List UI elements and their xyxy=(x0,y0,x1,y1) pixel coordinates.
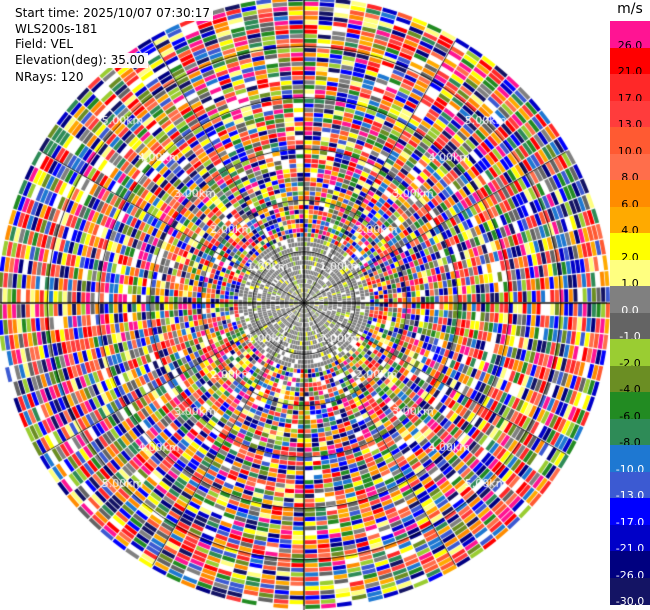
colorbar-tick-label: -26.0 xyxy=(615,568,645,582)
colorbar-tick-label: 0.0 xyxy=(621,303,639,317)
colorbar-tick-label: 2.0 xyxy=(621,250,639,264)
colorbar-cell xyxy=(610,392,650,419)
colorbar-cell xyxy=(610,47,650,75)
colorbar-tick-label: -8.0 xyxy=(619,436,641,449)
colorbar-tick-label: -17.0 xyxy=(615,515,645,529)
colorbar-cell xyxy=(610,524,650,552)
colorbar-tick-label: 10.0 xyxy=(617,144,643,158)
colorbar-tick-label: 13.0 xyxy=(617,118,643,131)
nrays-label: NRays: 120 xyxy=(12,70,87,85)
colorbar-cell xyxy=(610,21,650,48)
colorbar-tick-label: -30.0 xyxy=(615,595,645,608)
colorbar-cell xyxy=(610,100,650,128)
colorbar-tick-label: -10.0 xyxy=(615,462,645,476)
colorbar-tick-label: 17.0 xyxy=(617,91,643,105)
colorbar-tick-label: -13.0 xyxy=(615,489,645,502)
colorbar-cell xyxy=(610,445,650,472)
colorbar-tick-label: -6.0 xyxy=(619,409,641,423)
colorbar-units: m/s xyxy=(617,1,643,17)
colorbar-tick-label: -1.0 xyxy=(619,330,641,343)
colorbar-cell xyxy=(610,551,650,578)
colorbar-tick-label: 1.0 xyxy=(621,277,639,290)
elevation-label: Elevation(deg): 35.00 xyxy=(12,53,148,68)
colorbar-cell xyxy=(610,312,650,340)
velocity-colorbar: 26.0 21.0 17.0 13.0 10.0 8.0 6.0 4.0 2.0 1.0 0.0 -1… xyxy=(610,21,650,608)
site-name-label: WLS200s-181 xyxy=(12,22,101,37)
colorbar-tick-label: -21.0 xyxy=(615,542,645,555)
colorbar-cell xyxy=(610,339,650,366)
colorbar-cell xyxy=(610,418,650,446)
colorbar-cell xyxy=(610,365,650,393)
colorbar-tick-label: 6.0 xyxy=(621,197,639,211)
colorbar-cell xyxy=(610,206,650,234)
colorbar-cell xyxy=(610,577,650,605)
colorbar-cell xyxy=(610,127,650,154)
colorbar-tick-label: -4.0 xyxy=(619,383,641,396)
field-label: Field: VEL xyxy=(12,37,77,52)
colorbar-tick-label: 8.0 xyxy=(621,171,639,184)
start-time-label: Start time: 2025/10/07 07:30:17 xyxy=(12,6,213,21)
radar-ppi-plot xyxy=(0,0,610,610)
colorbar-tick-label: 4.0 xyxy=(621,224,639,237)
colorbar-cell xyxy=(610,286,650,313)
colorbar-tick-label: 21.0 xyxy=(617,65,643,78)
colorbar-cell xyxy=(610,180,650,207)
colorbar-cell xyxy=(610,74,650,101)
colorbar-cell xyxy=(610,471,650,499)
colorbar-cell xyxy=(610,233,650,260)
colorbar-tick-label: -2.0 xyxy=(619,356,641,370)
colorbar-cell xyxy=(610,153,650,181)
colorbar-tick-label: 26.0 xyxy=(617,38,643,52)
colorbar-cell xyxy=(610,498,650,525)
colorbar-cell xyxy=(610,259,650,287)
